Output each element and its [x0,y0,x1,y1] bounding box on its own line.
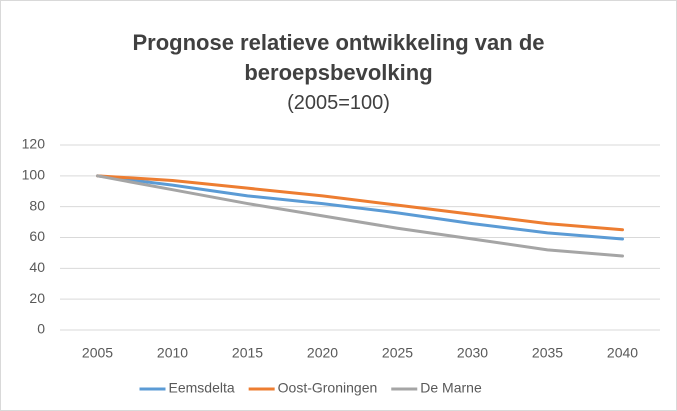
y-tick-label: 80 [29,197,45,213]
chart-title: Prognose relatieve ontwikkeling van de b… [132,30,545,85]
y-tick-label: 120 [22,136,46,152]
x-tick-label: 2030 [457,345,488,361]
x-tick-label: 2020 [307,345,338,361]
y-tick-label: 20 [29,290,45,306]
x-tick-label: 2005 [82,345,113,361]
line-series [96,174,624,258]
legend-label: Eemsdelta [169,380,235,396]
y-tick-label: 0 [37,321,45,337]
line-series [96,174,624,241]
y-tick-label: 100 [22,167,46,183]
legend-label: Oost-Groningen [278,380,378,396]
x-tick-label: 2040 [607,345,638,361]
legend-label: De Marne [420,380,482,396]
y-tick-label: 40 [29,259,45,275]
y-tick-label: 60 [29,228,45,244]
x-tick-label: 2015 [232,345,263,361]
line-series [96,174,624,232]
x-tick-label: 2010 [157,345,188,361]
x-tick-label: 2025 [382,345,413,361]
x-tick-label: 2035 [532,345,563,361]
chart-subtitle: (2005=100) [287,92,390,114]
